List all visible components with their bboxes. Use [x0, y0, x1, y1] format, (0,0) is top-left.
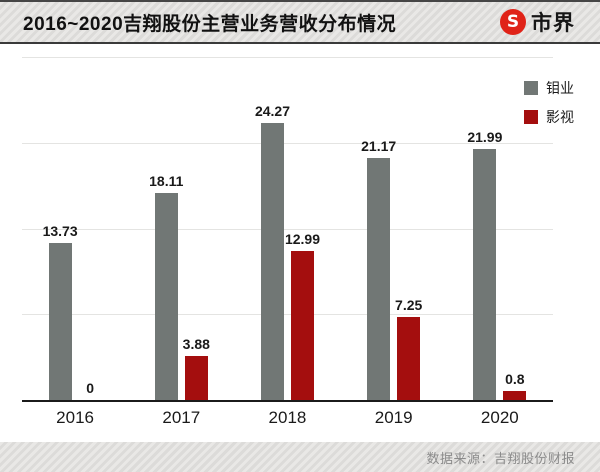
bar-series1-2019	[367, 158, 391, 400]
x-axis-labels: 2016 2017 2018 2019 2020	[22, 408, 553, 428]
footer: 数据来源：吉翔股份财报	[0, 442, 600, 472]
bar-slot: 18.11	[149, 57, 183, 400]
gridline	[22, 229, 553, 230]
x-axis-label-2019: 2019	[374, 408, 413, 427]
bar-slot: 7.25	[395, 57, 423, 400]
chart-area: 13.73 0 18.11 3.88 24.27 12.99 21.17 7.25 21.99 0…	[0, 44, 600, 442]
bar-series2-2017	[184, 356, 208, 400]
bar-series2-2020	[503, 391, 527, 400]
bar-chart-plot: 13.73 0 18.11 3.88 24.27 12.99 21.17 7.25 21.99 0…	[22, 57, 553, 402]
bar-series1-2018	[260, 123, 284, 400]
x-axis-line	[22, 400, 553, 402]
page-title: 2016~2020吉翔股份主营业务营收分布情况	[23, 13, 397, 35]
bar-series2-2018	[290, 251, 314, 400]
brand-name: 市界	[531, 12, 575, 35]
bar-slot: 0	[79, 57, 102, 400]
bar-group-2016: 13.73 0	[43, 57, 102, 400]
gridline	[22, 57, 553, 58]
bar-value-label: 0.8	[505, 371, 525, 387]
brand-logo: S 市界	[500, 7, 575, 37]
bar-value-label: 13.73	[42, 223, 78, 239]
bar-value-label: 21.99	[467, 129, 503, 145]
bar-slot: 24.27	[255, 57, 290, 400]
bar-value-label: 0	[86, 380, 94, 396]
bar-group-2019: 21.17 7.25	[361, 57, 423, 400]
bar-group-2020: 21.99 0.8	[467, 57, 527, 400]
bar-value-label: 24.27	[254, 103, 290, 119]
shijie-logo-icon: S	[500, 9, 526, 35]
legend: 钼业 影视	[524, 78, 574, 127]
bar-groups: 13.73 0 18.11 3.88 24.27 12.99 21.17 7.25 21.99 0…	[22, 57, 553, 400]
bar-group-2017: 18.11 3.88	[149, 57, 210, 400]
bar-slot: 3.88	[182, 57, 210, 400]
gridline	[22, 143, 553, 144]
bar-slot: 12.99	[285, 57, 320, 400]
bar-value-label: 3.88	[182, 336, 210, 352]
bar-slot: 21.99	[467, 57, 502, 400]
bar-value-label: 12.99	[284, 231, 320, 247]
bar-value-label: 18.11	[149, 173, 184, 189]
bar-slot: 0.8	[503, 57, 527, 400]
gridline	[22, 314, 553, 315]
legend-label-film: 影视	[546, 109, 574, 125]
bar-group-2018: 24.27 12.99	[255, 57, 320, 400]
legend-item-film: 影视	[524, 107, 574, 127]
x-axis-label-2020: 2020	[480, 408, 519, 427]
legend-label-molybdenum: 钼业	[546, 80, 574, 96]
legend-swatch-film	[524, 110, 538, 124]
legend-item-molybdenum: 钼业	[524, 78, 574, 98]
bar-series1-2016	[48, 243, 72, 400]
bar-series1-2020	[473, 149, 497, 400]
bar-slot: 21.17	[361, 57, 396, 400]
header: 2016~2020吉翔股份主营业务营收分布情况 S 市界	[0, 2, 600, 44]
bar-value-label: 7.25	[395, 297, 423, 313]
x-axis-label-2018: 2018	[268, 408, 307, 427]
bar-series2-2019	[397, 317, 421, 400]
legend-swatch-molybdenum	[524, 81, 538, 95]
bar-series1-2017	[154, 193, 178, 400]
data-source: 数据来源：吉翔股份财报	[426, 450, 575, 466]
bar-value-label: 21.17	[361, 138, 397, 154]
bar-slot: 13.73	[43, 57, 78, 400]
x-axis-label-2017: 2017	[162, 408, 201, 427]
x-axis-label-2016: 2016	[56, 408, 94, 427]
